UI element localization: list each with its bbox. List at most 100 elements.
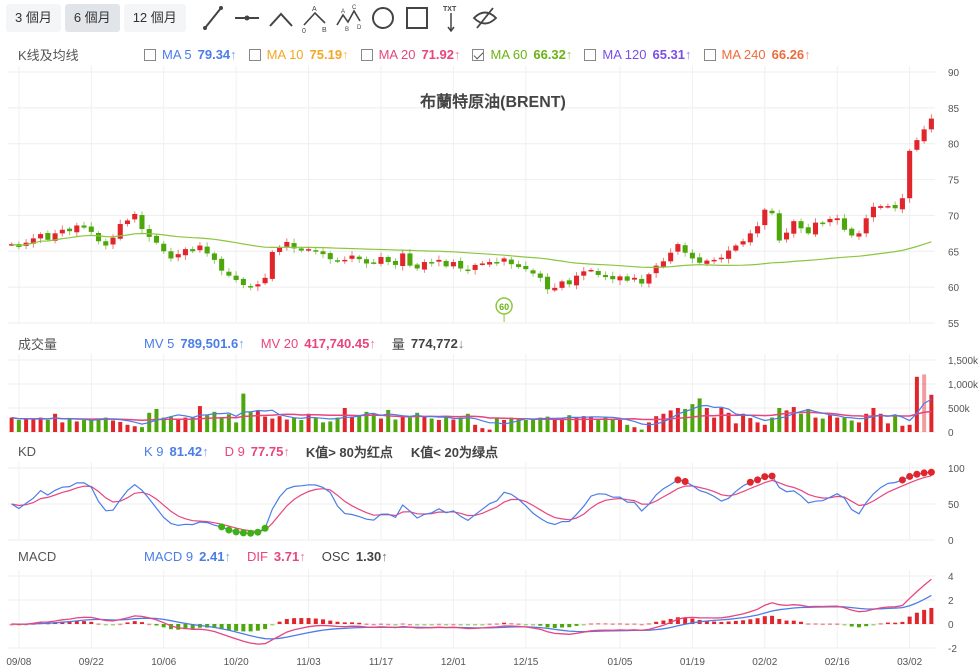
k-overbought-dot: [761, 473, 769, 481]
osc-bar: [567, 624, 572, 628]
legend-item[interactable]: MA 120 65.31 ↑: [584, 47, 692, 62]
legend-checkbox[interactable]: [472, 48, 485, 61]
k-overbought-dot: [768, 472, 776, 480]
kline-legend: K线及均线 MA 5 79.34 ↑ MA 10 75.19 ↑ MA 20 71.92 ↑ MA …: [18, 45, 823, 64]
candle-up: [421, 262, 427, 270]
legend-item[interactable]: MA 60 66.32 ↑: [472, 47, 572, 62]
osc-bar: [111, 624, 116, 626]
osc-bar: [574, 624, 579, 626]
legend-checkbox[interactable]: [360, 48, 373, 61]
arrow-icon: ↑: [369, 336, 376, 351]
osc-bar: [234, 624, 239, 631]
legend-value: 79.34: [197, 47, 231, 62]
legend-checkbox[interactable]: [248, 48, 261, 61]
legend-checkbox[interactable]: [144, 48, 156, 61]
period-6m-button[interactable]: 6 個月: [64, 4, 120, 32]
panel-label: 成交量: [18, 337, 58, 352]
volume-bar: [509, 417, 514, 432]
candle-up: [284, 241, 290, 247]
text-tool-icon[interactable]: TXT: [436, 3, 466, 33]
volume-bar: [914, 376, 919, 432]
legend-item[interactable]: MA 5 79.34 ↑: [144, 47, 237, 62]
rectangle-tool-icon[interactable]: [402, 3, 432, 33]
ray-tool-icon[interactable]: [232, 3, 262, 33]
volume-bar: [31, 419, 36, 432]
osc-bar: [147, 623, 152, 626]
chart-title: 布蘭特原油(BRENT): [420, 92, 566, 111]
osc-bar: [125, 622, 130, 624]
osc-bar: [516, 623, 521, 626]
legend-checkbox[interactable]: [584, 48, 597, 61]
abcd-pattern-icon[interactable]: A C B D: [334, 3, 364, 33]
period-3m-button[interactable]: 3 個月: [6, 4, 61, 32]
legend-item[interactable]: MA 240 66.26 ↑: [703, 47, 811, 62]
volume-bar: [617, 420, 622, 432]
osc-bar: [451, 623, 456, 626]
volume-bar: [494, 417, 499, 432]
osc-bar: [400, 623, 405, 625]
osc-bar: [212, 624, 217, 629]
legend-label: K 9: [144, 444, 164, 459]
volume-bar: [813, 417, 818, 432]
volume-bar: [820, 418, 825, 432]
volume-bar: [675, 408, 680, 432]
candle-up: [349, 255, 355, 259]
volume-bar: [907, 424, 912, 432]
candle-up: [921, 129, 927, 142]
angle-tool-icon[interactable]: [266, 3, 296, 33]
macd-tick-label: 4: [948, 572, 954, 583]
legend-value: 66.26: [771, 47, 805, 62]
candle-up: [863, 218, 869, 234]
osc-bar: [610, 623, 615, 625]
date-tick-label: 09/08: [6, 657, 31, 668]
price-tick-label: 65: [948, 247, 960, 258]
candle-up: [378, 257, 384, 264]
legend-item[interactable]: MA 20 71.92 ↑: [360, 47, 460, 62]
candle-up: [675, 244, 681, 252]
candle-up: [870, 206, 876, 218]
legend-label: MA 20: [378, 47, 416, 62]
osc-bar: [900, 621, 905, 624]
k-overbought-dot: [913, 470, 921, 478]
volume-bar: [183, 417, 188, 432]
legend-label: MA 60: [490, 47, 528, 62]
legend-item[interactable]: MA 10 75.19 ↑: [248, 47, 349, 62]
candle-down: [226, 271, 232, 276]
abc-pattern-icon[interactable]: A 0 B: [300, 3, 330, 33]
legend-item: MACD 9 2.41 ↑: [144, 549, 231, 564]
osc-bar: [255, 624, 260, 631]
candle-up: [342, 259, 348, 262]
candle-up: [552, 287, 558, 291]
hide-drawings-icon[interactable]: [470, 3, 500, 33]
volume-bar: [885, 423, 890, 432]
candle-up: [269, 252, 275, 279]
osc-bar: [494, 623, 499, 625]
candle-up: [30, 238, 36, 244]
volume-bar: [263, 416, 268, 432]
osc-bar: [835, 623, 840, 625]
volume-bar: [856, 422, 861, 432]
line-tool-icon[interactable]: [198, 3, 228, 33]
osc-bar: [748, 619, 753, 624]
date-tick-label: 01/05: [607, 657, 632, 668]
volume-bar: [111, 420, 116, 432]
volume-bar: [248, 411, 253, 432]
volume-bar: [313, 417, 318, 432]
legend-label: MA 120: [602, 47, 647, 62]
candle-down: [67, 228, 73, 232]
macd-tick-label: -2: [948, 644, 957, 655]
candle-down: [697, 257, 703, 263]
candle-up: [110, 237, 116, 245]
volume-bar: [893, 415, 898, 432]
period-12m-button[interactable]: 12 個月: [123, 4, 186, 32]
legend-checkbox[interactable]: [703, 48, 716, 61]
osc-bar: [407, 623, 412, 626]
k-overbought-dot: [920, 469, 928, 477]
candle-down: [545, 276, 551, 290]
osc-bar: [661, 620, 666, 624]
circle-tool-icon[interactable]: [368, 3, 398, 33]
candle-down: [385, 257, 391, 263]
volume-bar: [82, 420, 87, 432]
osc-bar: [176, 624, 181, 630]
